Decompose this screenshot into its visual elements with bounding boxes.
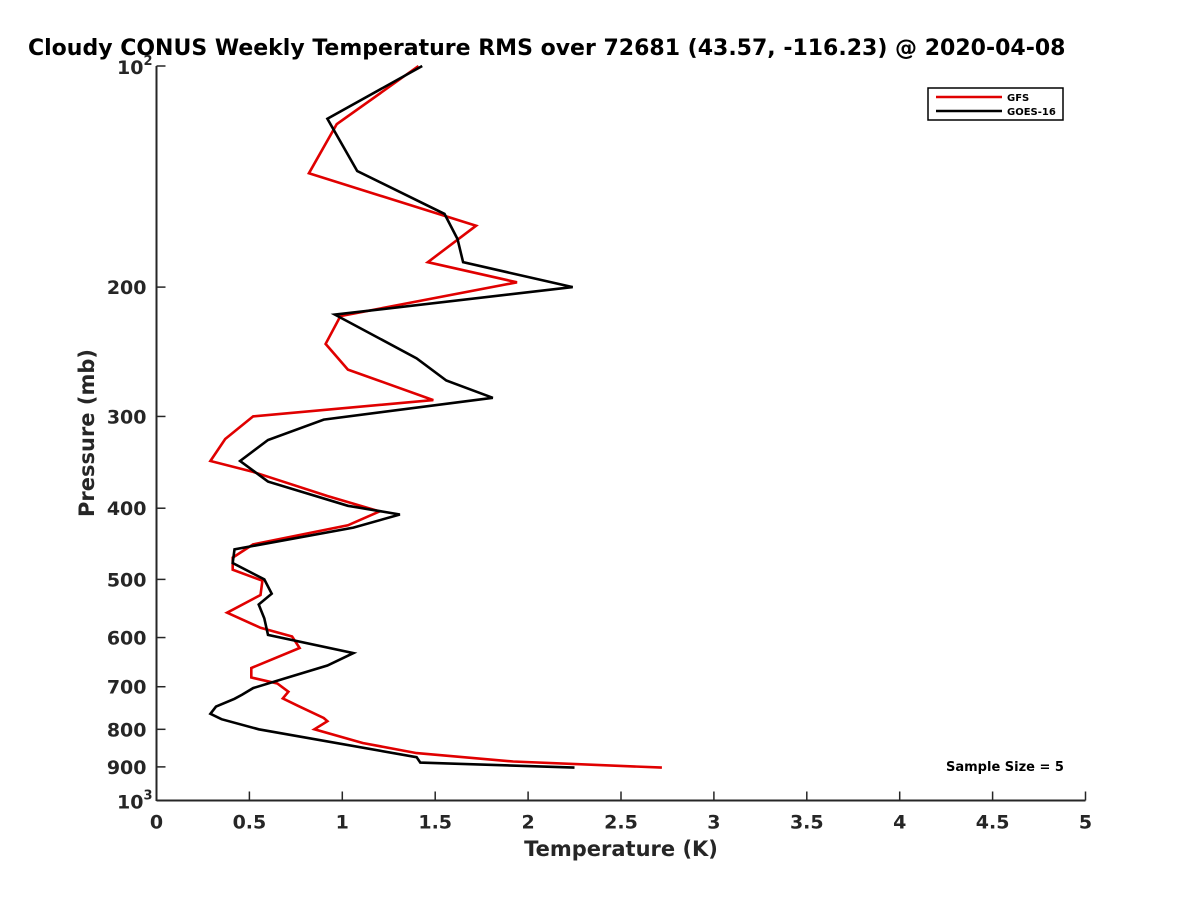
- chart-title: Cloudy CONUS Weekly Temperature RMS over…: [28, 36, 1065, 61]
- y-axis-label: Pressure (mb): [75, 349, 99, 517]
- legend: GFS GOES-16: [927, 87, 1064, 121]
- x-tick-label: 3: [707, 812, 720, 834]
- y-tick-label: 200: [107, 277, 147, 299]
- y-tick-label: 700: [107, 677, 147, 699]
- x-tick-label: 1.5: [418, 812, 452, 834]
- legend-box: [927, 87, 1064, 121]
- x-tick-label: 3.5: [790, 812, 824, 834]
- legend-label: GOES-16: [1007, 107, 1056, 118]
- x-ticks: 0 0.5 1 1.5 2 2.5 3 3.5 4 4.5 5: [150, 791, 1092, 834]
- y-tick-label-power: 103: [117, 789, 153, 814]
- x-tick-label: 0.5: [233, 812, 267, 834]
- y-tick-label: 600: [107, 628, 147, 650]
- x-tick-label: 1: [336, 812, 349, 834]
- tick-exponent: 3: [143, 789, 152, 804]
- tick-base: 10: [117, 792, 143, 814]
- x-axis-label: Temperature (K): [524, 837, 718, 861]
- series-line-gfs: [208, 64, 662, 769]
- series-line-goes-16: [208, 64, 575, 769]
- y-tick-label: 400: [107, 498, 147, 520]
- y-tick-label: 300: [107, 406, 147, 428]
- y-tick-label: 500: [107, 569, 147, 591]
- y-tick-label-power: 102: [117, 54, 153, 79]
- x-tick-label: 5: [1079, 812, 1092, 834]
- y-tick-label: 800: [107, 719, 147, 741]
- sample-size-annotation: Sample Size = 5: [946, 760, 1064, 775]
- legend-entries: GFS GOES-16: [936, 93, 1056, 118]
- x-tick-label: 2.5: [604, 812, 638, 834]
- x-tick-label: 0: [150, 812, 163, 834]
- y-tick-label: 900: [107, 757, 147, 779]
- x-tick-label: 2: [521, 812, 534, 834]
- series-layer: [208, 64, 662, 769]
- x-tick-label: 4: [893, 812, 906, 834]
- x-tick-label: 4.5: [976, 812, 1010, 834]
- tick-base: 10: [117, 57, 143, 79]
- legend-label: GFS: [1007, 93, 1029, 104]
- tick-exponent: 2: [143, 54, 152, 69]
